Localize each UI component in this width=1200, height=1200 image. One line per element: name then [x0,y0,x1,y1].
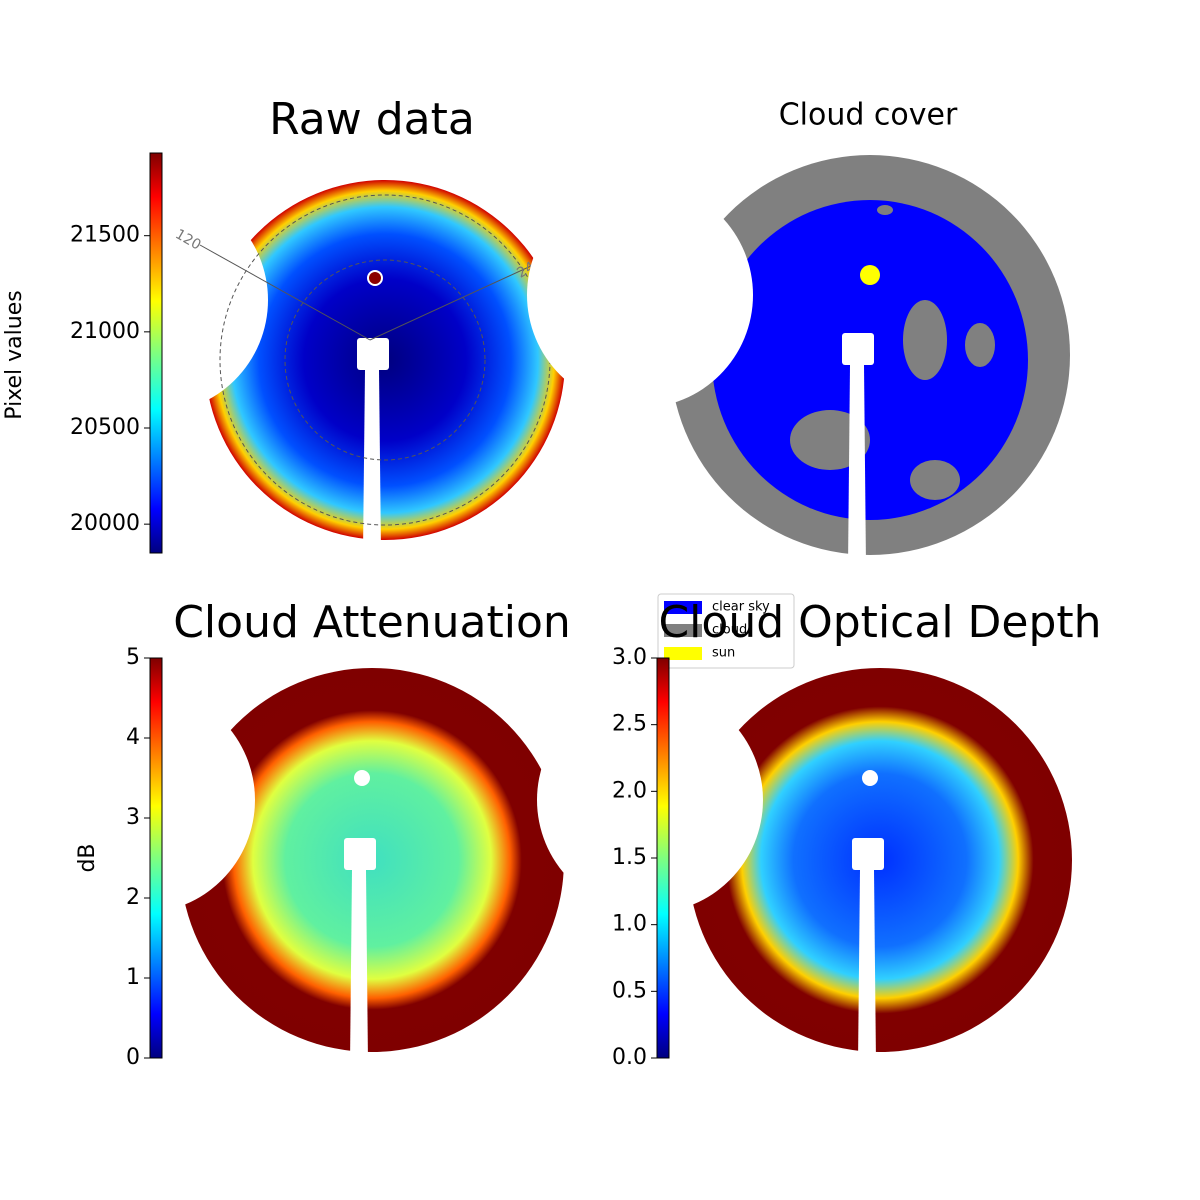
colorbar-tick-label: 21000 [70,319,140,344]
sky-image [29,668,564,1064]
colorbar [656,657,670,1059]
sky-image [537,668,1072,1064]
sky-image [527,155,1070,567]
panel-title: Cloud Optical Depth [658,597,1101,648]
colorbar-tick-label: 20500 [70,415,140,440]
colorbar-tick-label: 4 [126,725,140,750]
colorbar [149,152,163,554]
tower-head [344,838,376,870]
colorbar-label: Pixel values [2,290,27,419]
sun-spot [354,770,370,786]
colorbar-tick-label: 5 [126,645,140,670]
cut-away [527,182,753,408]
tower-head [842,333,874,365]
legend-swatch [664,647,702,660]
legend: clear sky cloud sun [657,593,795,669]
tower-head [357,338,389,370]
colorbar [149,657,163,1059]
tower-mast [363,370,381,552]
colorbar-tick-label: 2.5 [612,712,647,737]
colorbar-label: dB [75,843,100,872]
cut-away [537,687,763,913]
colorbar-tick-label: 2.0 [612,778,647,803]
panel-title: Raw data [269,94,475,145]
colorbar-tick-label: 1.0 [612,912,647,937]
legend-label: cloud [712,623,747,638]
colorbar-tick-label: 0.5 [612,978,647,1003]
colorbar-tick-label: 21500 [70,223,140,248]
polar-ring [284,259,486,461]
polar-spoke [199,244,371,341]
cloud-patch [903,300,947,380]
cloud-patch [910,460,960,500]
colorbar-tick-label: 3 [126,805,140,830]
legend-label: clear sky [712,600,770,615]
sun [860,265,880,285]
tower-mast [848,365,866,567]
sun-spot [367,270,383,286]
sun-spot [862,770,878,786]
colorbar-tick-label: 0.0 [612,1045,647,1070]
tower-mast [858,870,876,1064]
tower-head [852,838,884,870]
colorbar-tick-label: 3.0 [612,645,647,670]
colorbar-tick-label: 2 [126,885,140,910]
cloud-patch [877,205,893,215]
panel-title: Cloud Attenuation [173,597,571,648]
colorbar-tick-label: 20000 [70,511,140,536]
legend-swatch [664,624,702,637]
tower-mast [350,870,368,1064]
legend-swatch [664,601,702,614]
cut-away [29,687,255,913]
cloud-patch [965,323,995,367]
colorbar-tick-label: 0 [126,1045,140,1070]
panel-title: Cloud cover [779,98,958,133]
colorbar-tick-label: 1 [126,965,140,990]
sky-image [42,180,565,552]
colorbar-tick-label: 1.5 [612,845,647,870]
legend-label: sun [712,646,735,661]
